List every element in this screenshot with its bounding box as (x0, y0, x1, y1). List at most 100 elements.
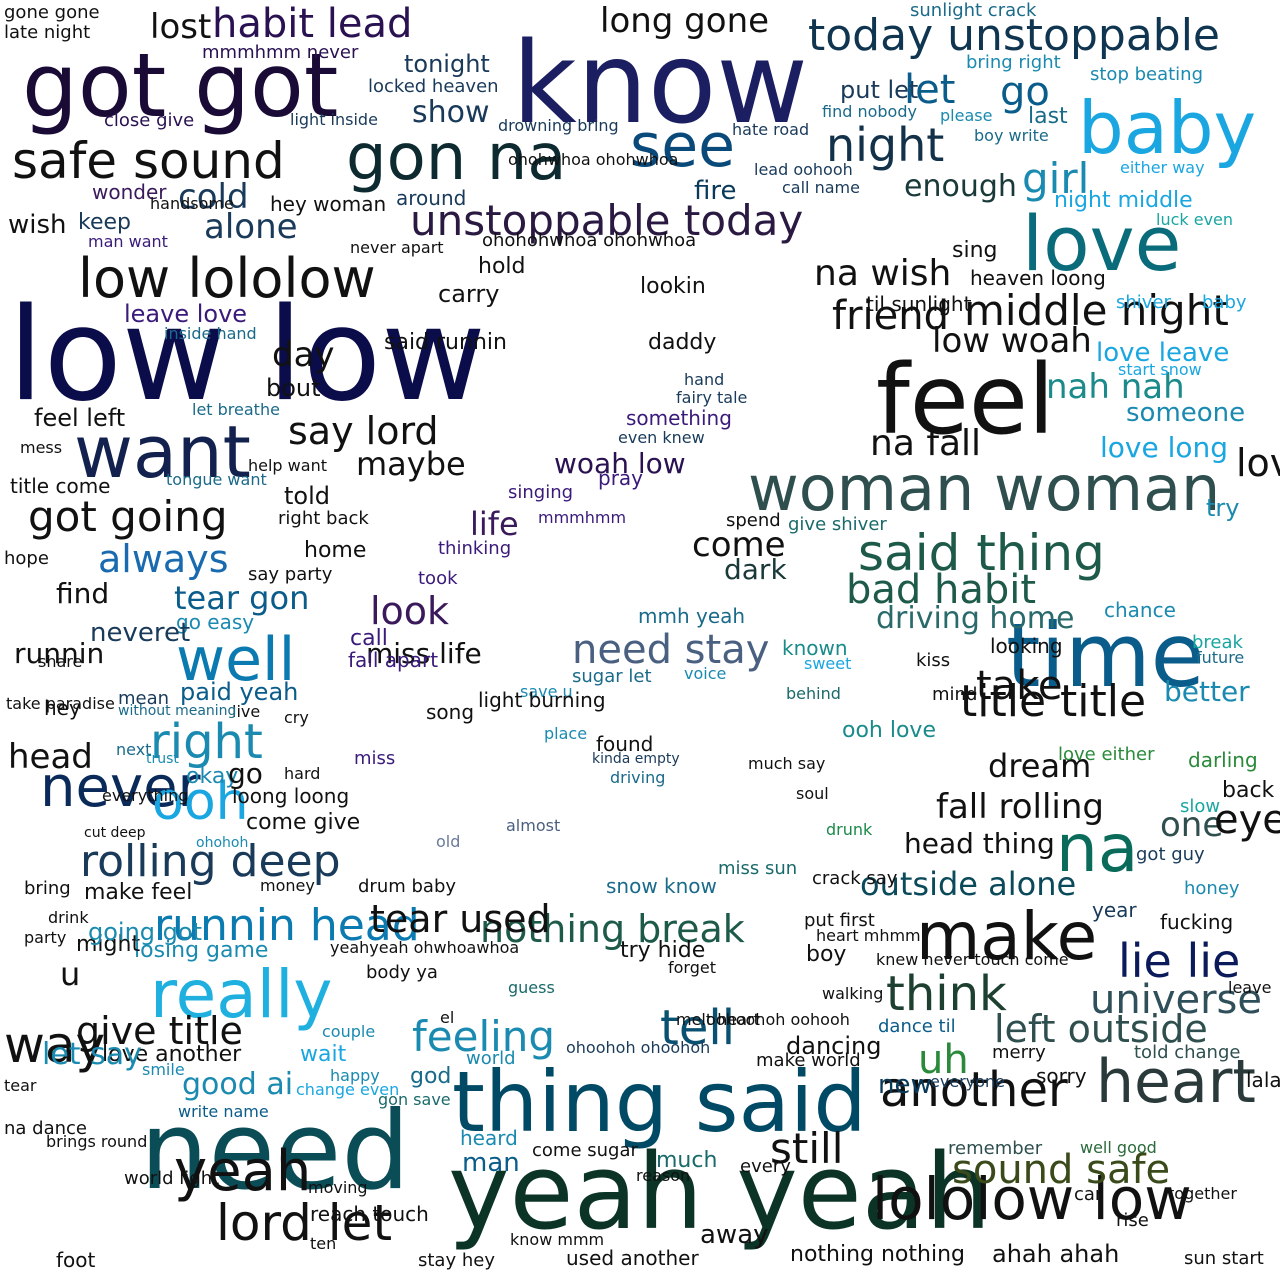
word: soul (796, 784, 829, 803)
word: na (1056, 810, 1139, 887)
word: safe sound (12, 132, 285, 190)
word: head (8, 737, 93, 777)
word: late night (4, 22, 91, 43)
word: guess (508, 978, 555, 997)
word: heart (1096, 1047, 1256, 1117)
word: told change (1134, 1042, 1241, 1063)
word: yeah (174, 1139, 312, 1204)
word: handsome (150, 194, 234, 213)
word: thinking (438, 538, 512, 559)
word: make feel (84, 880, 193, 905)
word: drink (48, 908, 89, 927)
word: woah low (554, 447, 686, 480)
word: let breathe (192, 400, 280, 419)
word: low lololow (78, 247, 376, 310)
word: used another (566, 1246, 699, 1270)
word: sing (952, 238, 998, 263)
word: heaven loong (970, 266, 1106, 290)
word: daddy (648, 330, 717, 355)
word: moving (308, 1178, 368, 1197)
word: bad habit (846, 567, 1037, 613)
word: happy (330, 1066, 380, 1085)
word: left outside (994, 1007, 1208, 1051)
word: kiss (916, 650, 951, 671)
word: el (440, 1008, 455, 1027)
word: love another (102, 1042, 242, 1067)
word: away (700, 1220, 769, 1250)
word: see (630, 111, 736, 181)
word: year (1092, 898, 1137, 922)
word: write name (178, 1102, 269, 1121)
word: boy write (974, 126, 1049, 145)
word: heart mhmm (816, 926, 921, 945)
word: found (596, 732, 654, 756)
word: mmh yeah (638, 604, 746, 628)
word: better (1164, 675, 1250, 708)
word: sound safe (952, 1147, 1171, 1193)
word: place (544, 724, 588, 743)
word: carry (438, 280, 500, 308)
word: losing game (134, 938, 269, 963)
word: enough (904, 169, 1017, 204)
word: inside hand (164, 324, 257, 343)
word: behind (786, 684, 841, 703)
word: take (976, 663, 1063, 709)
word: man (462, 1148, 520, 1178)
word: sunlight crack (910, 0, 1037, 21)
word: well (176, 625, 296, 695)
word: put let (840, 76, 919, 104)
word: melt heart (676, 1010, 760, 1029)
word: sun start (1184, 1248, 1264, 1269)
word: unstoppable today (410, 196, 804, 245)
word: way (4, 1016, 106, 1074)
word: call (350, 626, 388, 651)
word: lalala low (1246, 1068, 1280, 1092)
word: without meaning (118, 703, 237, 719)
word: ohohoh (196, 835, 249, 851)
word: love either (1058, 744, 1155, 765)
word: head thing (904, 827, 1055, 860)
word: find (56, 577, 110, 610)
word: sugar let (572, 666, 652, 687)
word: wonder (92, 180, 167, 204)
word: lololow low (872, 1165, 1192, 1233)
word: need (140, 1089, 410, 1214)
word: take paradise (6, 694, 115, 713)
word: told (284, 482, 330, 510)
word: need stay (572, 627, 770, 673)
word: pray (598, 466, 644, 490)
word: fall rolling (936, 787, 1105, 827)
word: feeling (412, 1012, 556, 1061)
word: reason (636, 1166, 691, 1185)
word: driving home (876, 601, 1075, 636)
word: maybe (356, 445, 466, 483)
word: singing (508, 482, 574, 503)
word: fire (694, 176, 737, 206)
word: light burning (478, 688, 606, 712)
word: home (304, 538, 367, 563)
word: come sugar (532, 1140, 638, 1161)
word: baby (1202, 292, 1247, 313)
word: sweet (804, 654, 852, 673)
word: song (426, 700, 475, 724)
word: love tear (1236, 441, 1280, 485)
word: oohoohoh oohooh (706, 1010, 850, 1029)
word: thing said (452, 1053, 867, 1151)
word: let say (42, 1037, 142, 1072)
word: voice (684, 664, 727, 683)
word: break (1192, 632, 1243, 653)
word: fucking (1160, 910, 1234, 934)
word: runnin head (154, 900, 420, 951)
word: much say (748, 754, 826, 773)
word: man want (88, 232, 168, 251)
word: make (916, 898, 1098, 975)
word: change even (296, 1080, 400, 1099)
word: tear (4, 1076, 37, 1095)
word: hand (684, 370, 725, 389)
word: dancing (786, 1032, 882, 1060)
word: alone (204, 207, 298, 247)
word: said thing (858, 524, 1105, 582)
word: hey (44, 696, 81, 720)
word: make world (756, 1050, 861, 1071)
word: knew never touch come (876, 950, 1069, 969)
